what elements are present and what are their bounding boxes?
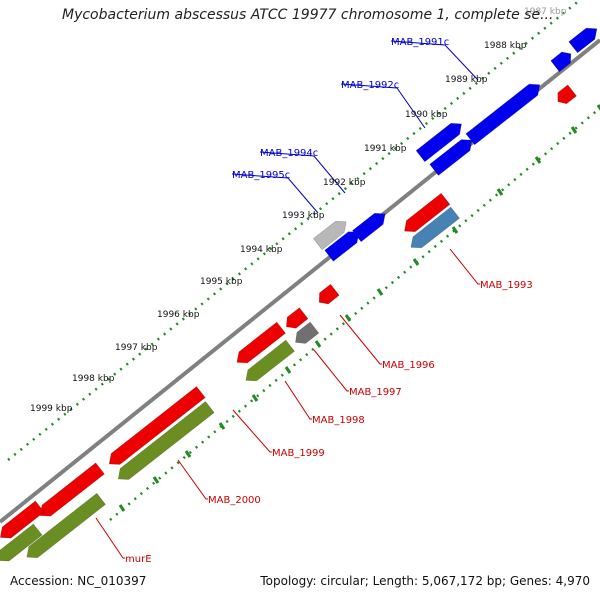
minor-tick-mark (412, 258, 420, 266)
gene-mab-1998-olive (245, 339, 295, 382)
gene-mab-1996 (318, 283, 340, 305)
minor-tick-mark (118, 504, 126, 512)
label-leader-line (313, 349, 349, 392)
gene-mab-1998 (236, 321, 286, 364)
gene-red-1989 (557, 84, 577, 105)
minor-tick-mark (451, 226, 459, 234)
label-leader-line (95, 517, 125, 559)
genome-summary-text: Topology: circular; Length: 5,067,172 bp… (260, 574, 590, 588)
gene-label: MAB_1997 (349, 387, 402, 398)
kbp-tick-labels: 1987 kbp 1988 kbp 1989 kbp 1990 kbp 1991 kbp… (30, 7, 567, 414)
kbp-tick-label: 1992 kbp (323, 178, 366, 188)
gene-mab-1990c (568, 27, 598, 54)
minor-tick-mark (596, 104, 600, 111)
gene-mab-1992c (415, 122, 462, 163)
gene-mab-1994c (351, 212, 386, 243)
outer-dotted-track (7, 0, 581, 461)
minor-tick-mark (218, 422, 226, 430)
gene-labels: MAB_1991c MAB_1992c MAB_1994c MAB_1995c MAB_… (125, 37, 533, 565)
label-leader-line (232, 409, 272, 453)
gene-label: MAB_2000 (208, 495, 261, 506)
gene-mab-1997 (295, 321, 320, 344)
gene-mab-1992c-b (429, 139, 473, 176)
gene-mab-1991c (465, 83, 541, 146)
minor-tick-mark (184, 450, 192, 458)
gene-red-murE (0, 500, 45, 539)
label-leader-line (231, 173, 319, 214)
kbp-tick-label: 1998 kbp (72, 374, 115, 384)
kbp-tick-label: 1987 kbp (524, 7, 567, 17)
gene-mab-1993-steel (410, 206, 460, 249)
kbp-tick-label: 1996 kbp (157, 310, 200, 320)
kbp-tick-label: 1988 kbp (484, 41, 527, 51)
gene-label: murE (125, 554, 152, 565)
gene-label: MAB_1993 (480, 280, 533, 291)
label-leader-lines (95, 40, 480, 559)
gene-red-2000 (39, 462, 105, 517)
label-leader-line (449, 248, 480, 285)
gene-label: MAB_1995c (232, 170, 290, 181)
minor-tick-mark (376, 288, 384, 296)
label-leader-line (177, 459, 208, 500)
gene-label: MAB_1991c (391, 37, 449, 48)
minor-tick-mark (251, 394, 259, 402)
kbp-tick-label: 1990 kbp (405, 110, 448, 120)
gene-mab-1993 (404, 192, 451, 233)
gene-features (0, 27, 598, 562)
accession-text: Accession: NC_010397 (10, 574, 147, 588)
minor-tick-mark (152, 476, 160, 484)
gene-murE-olive (26, 492, 106, 559)
label-leader-line (284, 380, 312, 420)
gene-mab-1990c-b (550, 51, 572, 73)
minor-tick-mark (570, 126, 578, 134)
kbp-tick-label: 1989 kbp (445, 75, 488, 85)
kbp-tick-label: 1993 kbp (282, 211, 325, 221)
gene-red-1997 (285, 307, 309, 329)
gene-mab-1999 (108, 386, 206, 465)
label-leader-line (339, 314, 382, 365)
inner-dotted-track (109, 107, 600, 521)
gene-mab-2000 (117, 401, 215, 480)
kbp-tick-label: 1991 kbp (364, 144, 407, 154)
label-leader-line (340, 83, 426, 129)
minor-tick-mark (534, 156, 542, 164)
map-title: Mycobacterium abscessus ATCC 19977 chrom… (62, 7, 554, 23)
gene-label: MAB_1998 (312, 415, 365, 426)
kbp-tick-label: 1995 kbp (200, 277, 243, 287)
gene-gray-1993 (312, 220, 347, 251)
gene-mab-1995c (324, 231, 360, 262)
kbp-tick-label: 1994 kbp (240, 245, 283, 255)
gene-label: MAB_1994c (260, 148, 318, 159)
label-leader-line (259, 151, 346, 194)
label-leader-line (390, 40, 479, 81)
kbp-tick-label: 1997 kbp (115, 343, 158, 353)
minor-tick-mark (496, 188, 504, 196)
gene-label: MAB_1996 (382, 360, 435, 371)
coordinate-dotted-lines (7, 0, 600, 521)
minor-tick-mark (314, 340, 322, 348)
minor-tick-mark (284, 366, 292, 374)
gene-label: MAB_1999 (272, 448, 325, 459)
kbp-tick-label: 1999 kbp (30, 404, 73, 414)
gene-label: MAB_1992c (341, 80, 399, 91)
gene-murE-olive-b (0, 523, 43, 562)
minor-tick-mark (344, 314, 352, 322)
